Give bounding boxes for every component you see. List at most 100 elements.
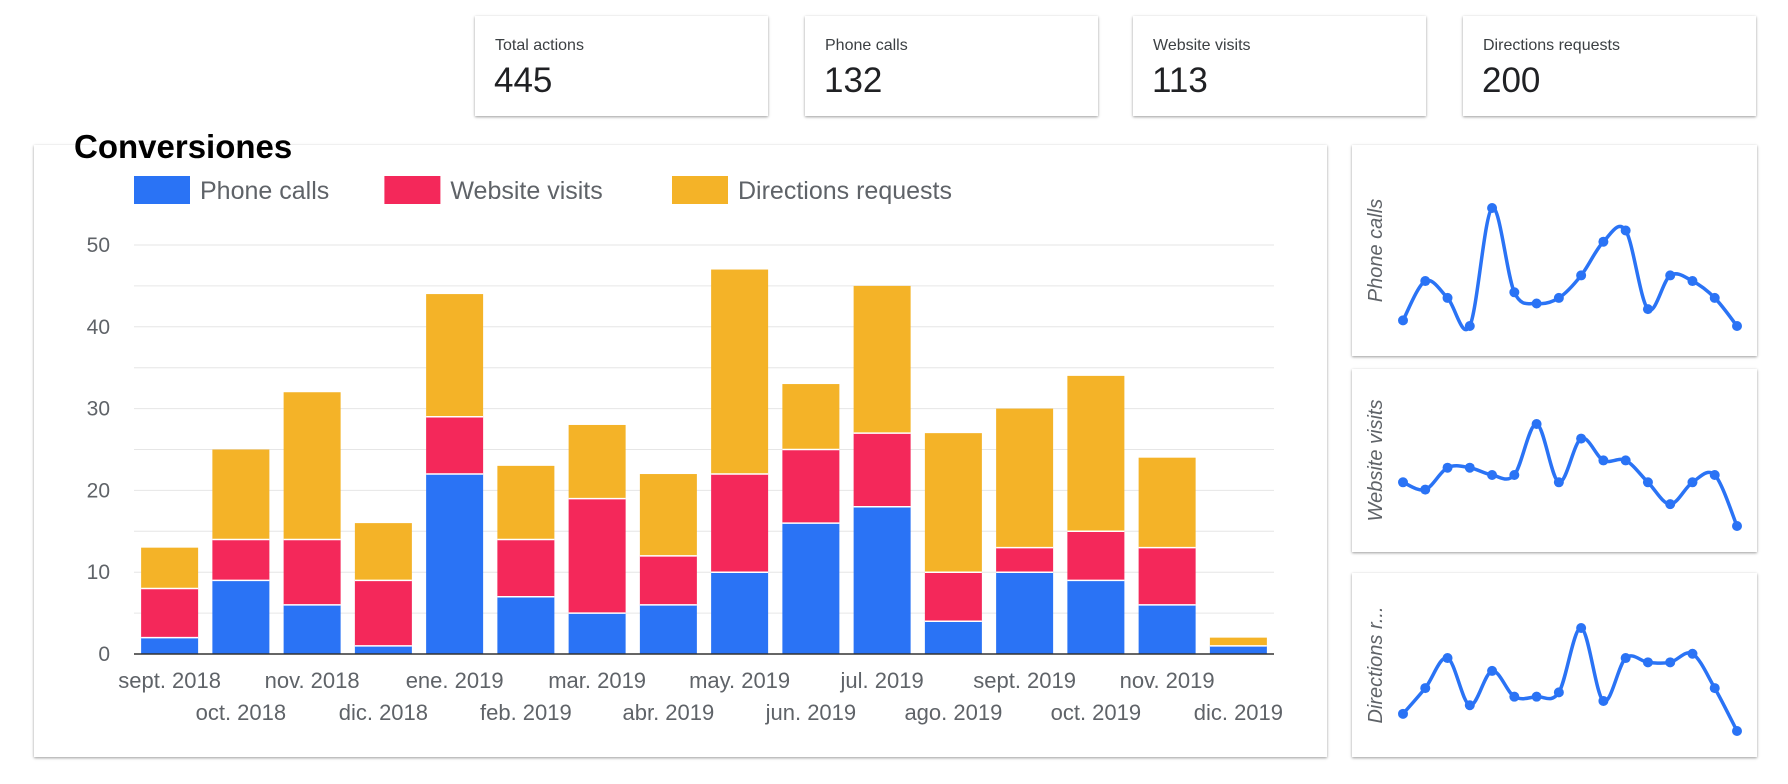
bar-website-visits <box>924 572 982 622</box>
sparkline-point <box>1642 304 1653 315</box>
y-tick-label: 10 <box>87 561 110 584</box>
bar-website-visits <box>782 449 840 524</box>
kpi-value: 132 <box>824 61 883 100</box>
sparkline-point <box>1687 276 1698 287</box>
sparkline-point <box>1531 691 1542 702</box>
bar-website-visits <box>1138 547 1196 605</box>
bar-phone-calls <box>141 637 199 654</box>
sparkline-point <box>1709 470 1720 480</box>
sparkline-point <box>1620 653 1631 664</box>
x-tick-label: oct. 2019 <box>1051 700 1142 725</box>
sparkline-path <box>1401 626 1739 732</box>
bar-directions-requests <box>853 285 911 434</box>
bar-phone-calls <box>426 474 484 654</box>
chart-title: Conversiones <box>74 128 293 165</box>
x-tick-label: jul. 2019 <box>840 668 924 693</box>
sparkline-point <box>1398 708 1408 719</box>
x-tick-label: nov. 2018 <box>265 668 360 693</box>
sparkline-path <box>1401 206 1739 332</box>
sparkline-point <box>1487 470 1498 480</box>
bar-directions-requests <box>711 269 769 475</box>
sparkline-point <box>1732 726 1742 736</box>
sparkline-card-website-visits: Website visits <box>1352 369 1757 552</box>
website-visits-sparkline: Website visits <box>1365 400 1742 531</box>
bar-phone-calls <box>711 572 769 654</box>
sparkline-point <box>1553 292 1564 303</box>
sparkline-point <box>1665 657 1676 668</box>
sparkline-point <box>1665 499 1676 510</box>
sparkline-point <box>1420 683 1431 694</box>
legend-swatch-phone-calls <box>134 176 190 204</box>
conversions-stacked-bar-chart: 0 10 20 30 40 50 Phone calls Website visits Dire… <box>87 176 1283 725</box>
bar-directions-requests <box>782 384 840 450</box>
sparkline-axis-label: Phone calls <box>1365 199 1387 302</box>
bar-directions-requests <box>212 449 270 540</box>
bar-directions-requests <box>1209 637 1267 646</box>
sparkline-point <box>1442 292 1453 303</box>
y-tick-label: 20 <box>87 479 110 502</box>
bar-phone-calls <box>497 596 555 654</box>
sparkline-point <box>1553 477 1564 488</box>
sparkline-point <box>1531 419 1542 429</box>
bar-directions-requests <box>497 465 555 540</box>
y-tick-label: 0 <box>98 643 110 666</box>
x-tick-label: mar. 2019 <box>548 668 646 693</box>
x-tick-label: ene. 2019 <box>406 668 504 693</box>
legend-label-directions-requests: Directions requests <box>738 177 952 205</box>
bar-directions-requests <box>568 424 626 499</box>
kpi-label: Website visits <box>1153 37 1251 54</box>
sparkline-point <box>1553 687 1564 698</box>
bar-directions-requests <box>996 408 1054 548</box>
legend-swatch-website-visits <box>384 176 441 204</box>
sparkline-point <box>1509 691 1520 702</box>
sparkline-path <box>1402 422 1739 527</box>
sparkline-point <box>1464 462 1475 473</box>
x-tick-label: jun. 2019 <box>765 700 857 725</box>
y-tick-label: 50 <box>87 234 110 257</box>
kpi-value: 113 <box>1152 61 1208 100</box>
bar-website-visits <box>426 416 484 475</box>
kpi-value: 200 <box>1482 61 1541 100</box>
bar-website-visits <box>639 555 697 605</box>
sparkline-point <box>1598 236 1609 247</box>
sparkline-point <box>1642 477 1653 488</box>
x-tick-label: sept. 2019 <box>973 668 1076 693</box>
directions-requests-sparkline: Directions r... <box>1365 606 1742 736</box>
sparkline-point <box>1732 521 1742 531</box>
bar-phone-calls <box>1209 645 1267 654</box>
bar-website-visits <box>711 474 769 573</box>
bar-phone-calls <box>283 604 341 654</box>
bar-phone-calls <box>639 604 697 654</box>
y-tick-label: 40 <box>87 316 110 339</box>
bar-phone-calls <box>354 645 412 654</box>
sparkline-card-directions-requests: Directions r... <box>1352 573 1757 757</box>
sparkline-point <box>1464 700 1475 711</box>
kpi-card-phone-calls: Phone calls 132 <box>805 16 1098 116</box>
x-tick-label: dic. 2019 <box>1194 700 1283 725</box>
sparkline-point <box>1442 653 1453 664</box>
sparkline-point <box>1487 665 1498 676</box>
bar-phone-calls <box>1138 604 1196 654</box>
bar-phone-calls <box>782 523 840 654</box>
kpi-card-total-actions: Total actions 445 <box>475 16 768 116</box>
phone-calls-sparkline: Phone calls <box>1365 199 1742 332</box>
sparkline-axis-label: Directions r... <box>1365 606 1387 723</box>
bar-phone-calls <box>1067 580 1125 654</box>
sparkline-point <box>1620 225 1631 236</box>
bar-website-visits <box>1067 531 1125 581</box>
bar-website-visits <box>283 539 341 605</box>
bar-phone-calls <box>996 572 1054 654</box>
sparkline-point <box>1487 203 1498 213</box>
bar-website-visits <box>212 539 270 581</box>
y-tick-label: 30 <box>87 398 110 421</box>
sparkline-card-phone-calls: Phone calls <box>1352 145 1757 356</box>
sparkline-point <box>1709 292 1720 303</box>
sparkline-point <box>1509 287 1520 298</box>
x-tick-label: feb. 2019 <box>480 700 572 725</box>
sparkline-point <box>1398 315 1408 326</box>
bar-website-visits <box>568 498 626 614</box>
x-tick-label: sept. 2018 <box>118 668 221 693</box>
sparkline-point <box>1620 455 1631 466</box>
bar-phone-calls <box>212 580 270 654</box>
sparkline-point <box>1665 270 1676 281</box>
